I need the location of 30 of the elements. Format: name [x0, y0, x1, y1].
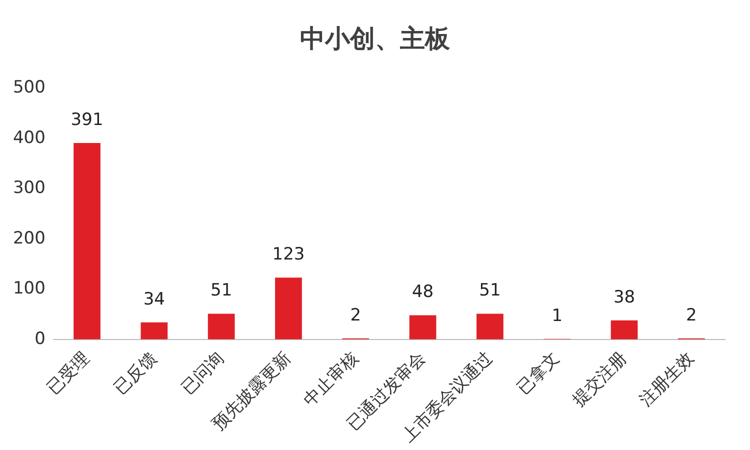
bar [275, 278, 302, 340]
bar [140, 322, 168, 340]
data-label: 51 [210, 280, 232, 301]
data-label: 2 [686, 305, 697, 326]
data-label: 2 [350, 305, 362, 326]
data-label: 38 [613, 287, 636, 308]
bar [476, 314, 504, 340]
bar [208, 314, 235, 340]
data-label: 123 [272, 244, 305, 265]
y-tick-label: 300 [12, 178, 46, 198]
y-tick-label: 200 [12, 228, 46, 248]
x-tick-label: 已反馈 [110, 348, 161, 398]
chart-title: 中小创、主板 [299, 23, 451, 55]
y-tick-label: 100 [12, 278, 46, 299]
bar [74, 142, 100, 340]
data-label: 51 [479, 280, 501, 301]
y-tick-label: 500 [12, 78, 46, 98]
x-tick-label: 已问询 [178, 348, 228, 398]
bar [610, 320, 638, 340]
y-tick-label: 0 [34, 328, 46, 349]
data-label: 48 [412, 282, 434, 302]
x-tick-label: 已拿文 [514, 348, 564, 398]
x-tick-label: 注册生效 [636, 348, 698, 410]
x-tick-label: 已受理 [43, 348, 94, 398]
y-tick-label: 400 [12, 128, 46, 148]
data-label: 34 [143, 289, 165, 310]
x-tick-label: 提交注册 [568, 348, 631, 410]
data-label: 1 [552, 306, 563, 326]
data-label: 391 [70, 110, 104, 130]
bar [409, 315, 436, 340]
